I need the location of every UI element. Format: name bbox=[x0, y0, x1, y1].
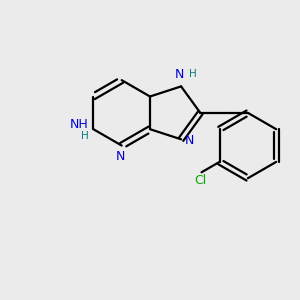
Text: Cl: Cl bbox=[194, 174, 206, 187]
Text: H: H bbox=[81, 131, 89, 141]
Text: N: N bbox=[116, 150, 125, 163]
Text: NH: NH bbox=[70, 118, 89, 131]
Text: N: N bbox=[175, 68, 184, 81]
Text: H: H bbox=[189, 69, 197, 79]
Text: N: N bbox=[185, 134, 194, 147]
